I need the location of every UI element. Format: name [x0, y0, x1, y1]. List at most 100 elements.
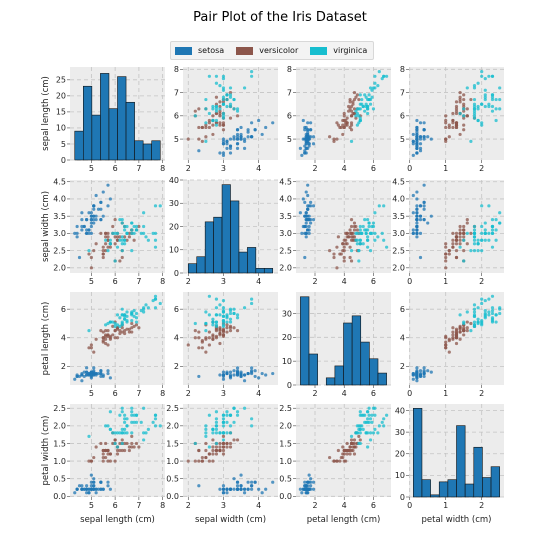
point-versicolor [444, 121, 448, 125]
point-virginica [225, 104, 229, 109]
point-versicolor [352, 228, 357, 232]
point-virginica [153, 294, 158, 298]
point-versicolor [465, 221, 469, 225]
point-setosa [106, 480, 110, 484]
point-versicolor [218, 448, 222, 453]
point-setosa [92, 480, 96, 484]
point-versicolor [444, 340, 448, 344]
point-versicolor [104, 329, 108, 333]
point-versicolor [344, 459, 348, 463]
point-versicolor [458, 95, 462, 99]
point-virginica [355, 424, 359, 428]
point-setosa [309, 128, 313, 132]
point-setosa [80, 224, 84, 229]
y-tick-label: 2.5 [53, 404, 66, 413]
point-versicolor [127, 231, 131, 235]
point-versicolor [132, 445, 136, 449]
point-virginica [472, 310, 477, 314]
point-virginica [494, 320, 498, 324]
point-setosa [221, 139, 226, 143]
point-virginica [487, 102, 491, 106]
point-versicolor [218, 104, 222, 109]
point-setosa [411, 132, 415, 137]
point-virginica [142, 431, 146, 435]
point-virginica [123, 242, 127, 246]
point-setosa [422, 137, 426, 141]
point-versicolor [458, 238, 462, 242]
point-virginica [358, 228, 362, 232]
point-versicolor [462, 123, 466, 127]
point-versicolor [104, 242, 108, 246]
point-virginica [377, 70, 381, 74]
point-virginica [368, 417, 373, 421]
point-virginica [490, 104, 495, 109]
point-virginica [357, 249, 361, 253]
point-versicolor [447, 252, 451, 256]
point-virginica [211, 118, 215, 123]
point-versicolor [462, 249, 466, 253]
hist-bar [325, 377, 336, 386]
point-virginica [139, 231, 143, 235]
point-setosa [264, 373, 268, 377]
point-setosa [73, 491, 77, 495]
legend-label-setosa: setosa [198, 46, 225, 55]
point-virginica [358, 118, 362, 123]
x-tick-label: 5 [89, 164, 94, 173]
point-versicolor [341, 132, 345, 137]
point-versicolor [444, 139, 448, 143]
point-virginica [221, 95, 226, 99]
point-virginica [130, 221, 134, 225]
point-virginica [250, 297, 254, 301]
point-versicolor [118, 259, 122, 263]
point-virginica [232, 311, 236, 316]
point-virginica [123, 420, 127, 424]
point-virginica [225, 320, 229, 324]
point-virginica [123, 317, 127, 321]
point-virginica [366, 235, 370, 239]
point-versicolor [89, 346, 93, 350]
point-versicolor [451, 242, 455, 246]
point-versicolor [214, 445, 219, 449]
point-virginica [242, 86, 247, 90]
point-versicolor [465, 326, 469, 330]
point-setosa [89, 231, 93, 235]
point-virginica [204, 97, 208, 102]
point-virginica [480, 249, 484, 253]
point-virginica [235, 107, 240, 111]
point-virginica [354, 231, 358, 235]
point-setosa [106, 484, 110, 488]
point-virginica [472, 107, 477, 111]
y-tick-label: 0.0 [53, 492, 66, 501]
point-setosa [415, 146, 419, 150]
point-versicolor [454, 334, 459, 338]
point-versicolor [221, 121, 226, 125]
point-setosa [225, 146, 229, 150]
legend-swatch-versicolor [236, 46, 254, 55]
point-virginica [367, 221, 371, 225]
point-setosa [101, 487, 105, 491]
point-versicolor [120, 330, 124, 334]
point-virginica [494, 118, 498, 123]
point-virginica [465, 231, 469, 235]
point-virginica [113, 321, 117, 326]
point-virginica [490, 316, 495, 320]
point-virginica [221, 298, 226, 303]
point-virginica [373, 81, 377, 85]
point-versicolor [348, 100, 352, 104]
point-versicolor [104, 235, 108, 239]
point-virginica [476, 306, 480, 310]
point-virginica [130, 431, 134, 435]
point-virginica [490, 74, 495, 78]
point-versicolor [137, 326, 141, 330]
point-versicolor [465, 114, 469, 118]
point-setosa [92, 370, 96, 374]
point-virginica [139, 420, 143, 424]
point-versicolor [104, 341, 108, 346]
point-setosa [246, 371, 250, 376]
panel-0-2: 5 6 7 8 2 4 6 [287, 65, 391, 173]
point-virginica [132, 314, 136, 318]
point-setosa [300, 491, 304, 495]
point-versicolor [454, 242, 459, 246]
point-versicolor [218, 331, 222, 336]
point-setosa [228, 370, 233, 374]
